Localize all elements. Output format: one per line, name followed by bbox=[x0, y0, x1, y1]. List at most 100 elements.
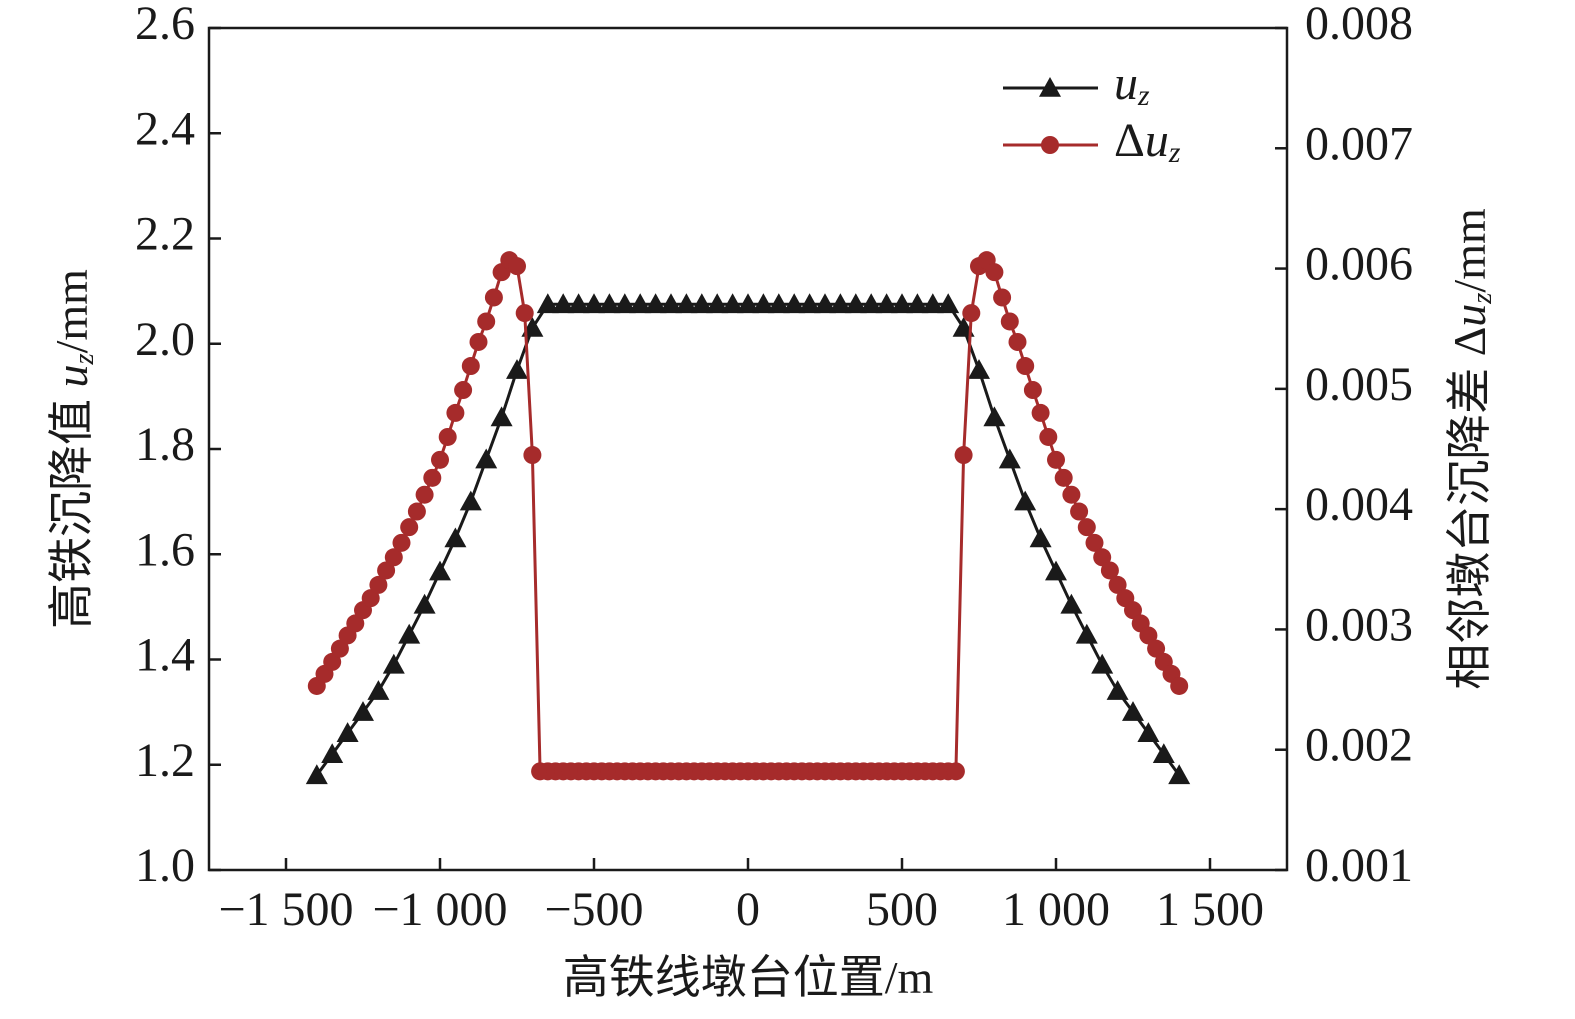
triangle-marker bbox=[844, 293, 867, 314]
circle-marker bbox=[1124, 601, 1142, 620]
triangle-marker bbox=[829, 293, 852, 314]
triangle-marker bbox=[352, 701, 374, 721]
y-tick-label: 1.2 bbox=[135, 734, 195, 787]
y-tick-label: 1.6 bbox=[135, 523, 195, 576]
triangle-marker bbox=[644, 293, 667, 314]
circle-marker bbox=[1085, 533, 1104, 552]
triangle-marker bbox=[1039, 77, 1061, 97]
y2-tick-label: 0.003 bbox=[1305, 598, 1413, 651]
circle-marker bbox=[477, 312, 496, 331]
legend-label: uz bbox=[1114, 57, 1150, 112]
circle-marker bbox=[1108, 575, 1127, 594]
circle-marker bbox=[1008, 332, 1027, 351]
circle-marker bbox=[1016, 357, 1035, 376]
circle-marker bbox=[523, 446, 542, 465]
circle-marker bbox=[962, 304, 981, 323]
x-tick-label: 1 000 bbox=[1002, 883, 1110, 936]
circle-marker bbox=[392, 533, 411, 552]
y2-axis-title: 相邻墩台沉降差 Δuz/mm bbox=[1444, 208, 1498, 690]
y-tick-label: 1.0 bbox=[135, 839, 195, 892]
triangle-marker bbox=[1122, 701, 1144, 721]
circle-marker bbox=[369, 575, 388, 594]
series-line bbox=[315, 257, 1181, 773]
triangle-marker bbox=[675, 293, 698, 314]
triangle-marker bbox=[798, 293, 821, 314]
triangle-marker bbox=[336, 722, 359, 742]
triangle-marker bbox=[305, 764, 328, 785]
circle-marker bbox=[1139, 626, 1158, 645]
legend-label: Δuz bbox=[1114, 114, 1181, 169]
circle-marker bbox=[446, 403, 465, 422]
triangle-marker bbox=[690, 293, 713, 314]
y-axis-title: 高铁沉降值 uz/mm bbox=[46, 269, 100, 629]
circle-marker bbox=[484, 288, 503, 307]
circle-marker bbox=[323, 652, 342, 671]
x-tick-label: 0 bbox=[736, 883, 760, 936]
circle-marker bbox=[1170, 676, 1189, 695]
triangle-marker bbox=[921, 293, 944, 314]
circle-marker bbox=[954, 446, 973, 465]
triangle-marker bbox=[506, 359, 528, 379]
circle-marker bbox=[377, 561, 396, 580]
y-tick-label: 1.4 bbox=[135, 629, 195, 682]
triangle-marker bbox=[1014, 490, 1037, 511]
y2-tick-label: 0.001 bbox=[1305, 839, 1413, 892]
circle-marker bbox=[454, 381, 473, 400]
triangle-marker bbox=[321, 743, 344, 764]
circle-marker bbox=[1147, 639, 1166, 658]
y2-tick-label: 0.006 bbox=[1305, 238, 1413, 291]
triangle-marker bbox=[567, 293, 590, 314]
triangle-marker bbox=[737, 293, 759, 314]
x-tick-label: 500 bbox=[866, 883, 938, 936]
circle-marker bbox=[431, 450, 449, 469]
circle-marker bbox=[993, 288, 1012, 307]
circle-marker bbox=[415, 485, 434, 504]
triangle-marker bbox=[752, 293, 775, 314]
triangle-marker bbox=[767, 293, 790, 314]
circle-marker bbox=[346, 614, 365, 633]
triangle-marker bbox=[906, 293, 929, 314]
y-tick-label: 2.6 bbox=[135, 0, 195, 50]
x-tick-label: −500 bbox=[544, 883, 643, 936]
triangle-marker bbox=[998, 448, 1021, 469]
y-tick-label: 2.2 bbox=[135, 208, 195, 261]
triangle-marker bbox=[1091, 653, 1114, 674]
triangle-marker bbox=[983, 406, 1006, 427]
triangle-marker bbox=[398, 623, 421, 644]
circle-marker bbox=[1077, 518, 1096, 537]
triangle-marker bbox=[860, 293, 883, 314]
triangle-marker bbox=[459, 490, 482, 511]
triangle-marker bbox=[1152, 743, 1175, 764]
y2-tick-label: 0.002 bbox=[1305, 719, 1413, 772]
x-tick-label: −1 500 bbox=[218, 883, 353, 936]
circle-marker bbox=[1047, 450, 1065, 469]
triangle-marker bbox=[382, 653, 405, 674]
triangle-marker bbox=[721, 293, 744, 314]
y2-tick-label: 0.004 bbox=[1305, 478, 1413, 531]
triangle-marker bbox=[490, 406, 513, 427]
circle-marker bbox=[461, 357, 480, 376]
triangle-marker bbox=[583, 293, 605, 314]
circle-marker bbox=[384, 548, 403, 567]
circle-marker bbox=[1054, 468, 1073, 487]
circle-marker bbox=[508, 257, 526, 276]
triangle-marker bbox=[706, 293, 729, 314]
circle-marker bbox=[1000, 312, 1019, 331]
triangle-marker bbox=[613, 293, 636, 314]
circle-marker bbox=[515, 304, 534, 323]
circle-marker bbox=[946, 762, 965, 781]
triangle-marker bbox=[552, 293, 575, 314]
x-tick-label: −1 000 bbox=[372, 883, 507, 936]
circle-marker bbox=[1031, 403, 1050, 422]
triangle-marker bbox=[598, 293, 621, 314]
circle-marker bbox=[407, 502, 426, 521]
circle-marker bbox=[1100, 561, 1119, 580]
triangle-marker bbox=[629, 293, 652, 314]
y2-tick-label: 0.008 bbox=[1305, 0, 1413, 50]
y2-tick-label: 0.007 bbox=[1305, 117, 1413, 170]
triangle-marker bbox=[783, 293, 806, 314]
circle-marker bbox=[1039, 427, 1058, 446]
series-line bbox=[315, 302, 1181, 777]
y-tick-label: 2.0 bbox=[135, 313, 195, 366]
